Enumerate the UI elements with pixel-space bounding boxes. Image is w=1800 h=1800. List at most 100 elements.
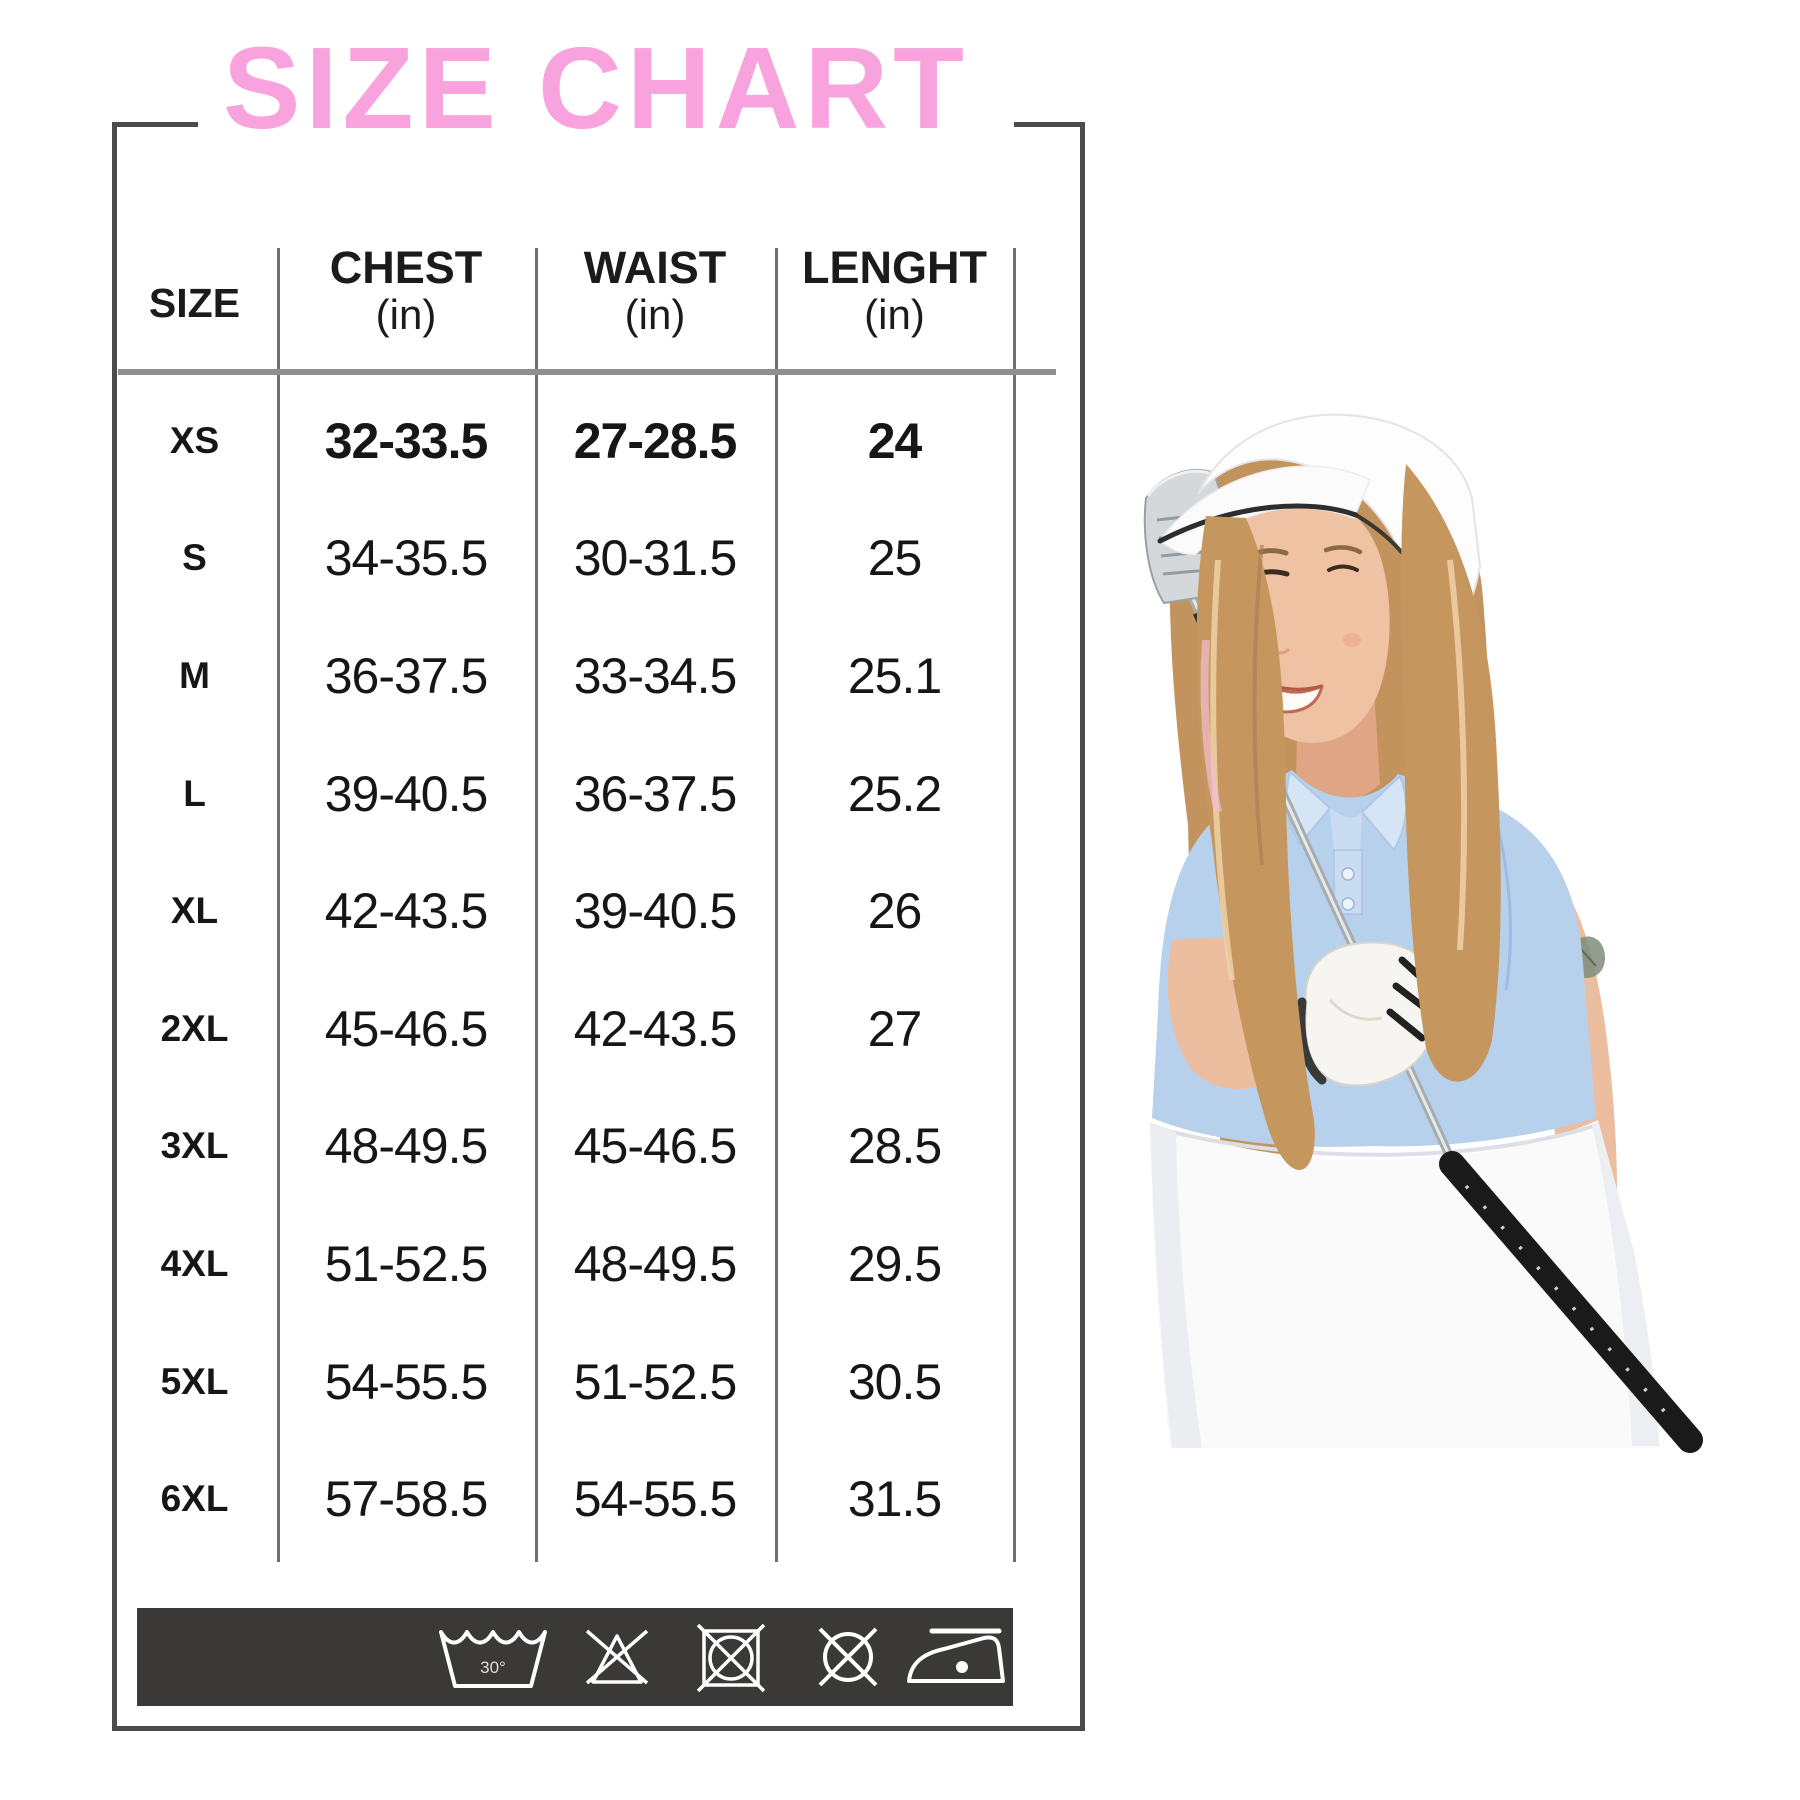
blush-right xyxy=(1343,633,1361,647)
header-chest-label: CHEST xyxy=(329,242,483,293)
header-waist: WAIST (in) xyxy=(535,238,775,370)
table-row: 4XL 51-52.5 48-49.5 29.5 xyxy=(112,1205,1014,1323)
wash-temp-label: 30° xyxy=(480,1658,506,1677)
chest-value: 48-49.5 xyxy=(324,1118,489,1175)
visor-brim-edge xyxy=(1157,503,1359,544)
header-waist-unit: (in) xyxy=(624,291,686,339)
collar-v xyxy=(1330,808,1362,852)
size-label: 6XL xyxy=(160,1478,229,1520)
column-separator xyxy=(277,248,280,1562)
table-row: 2XL 45-46.5 42-43.5 27 xyxy=(112,970,1014,1088)
length-value: 25 xyxy=(867,530,923,587)
header-chest-unit: (in) xyxy=(375,291,437,339)
do-not-tumble-dry-icon xyxy=(691,1618,771,1703)
size-label: 5XL xyxy=(160,1360,229,1402)
waist-value: 54-55.5 xyxy=(573,1471,738,1528)
page-title: SIZE CHART xyxy=(223,23,969,153)
column-separator xyxy=(535,248,538,1562)
chest-value: 42-43.5 xyxy=(324,883,489,940)
skirt-shade-right xyxy=(1592,1120,1659,1446)
waist-value: 33-34.5 xyxy=(573,647,738,704)
waist-value: 48-49.5 xyxy=(573,1235,738,1292)
length-value: 26 xyxy=(867,883,923,940)
size-label: 2XL xyxy=(160,1007,229,1049)
machine-wash-30-icon: 30° xyxy=(436,1622,552,1697)
table-row: S 34-35.5 30-31.5 25 xyxy=(112,500,1014,618)
length-value: 30.5 xyxy=(847,1353,942,1410)
waist-value: 36-37.5 xyxy=(573,765,738,822)
size-label: XL xyxy=(170,890,219,932)
woman-golfer-photo xyxy=(1143,413,1703,1453)
table-row: 5XL 54-55.5 51-52.5 30.5 xyxy=(112,1323,1014,1441)
eyebrow-right xyxy=(1323,545,1363,555)
length-value: 28.5 xyxy=(847,1118,942,1175)
table-row: XS 32-33.5 27-28.5 24 xyxy=(112,382,1014,500)
do-not-dry-clean-icon xyxy=(811,1620,885,1699)
length-value: 27 xyxy=(867,1000,923,1057)
waist-value: 45-46.5 xyxy=(573,1118,738,1175)
header-size-label: SIZE xyxy=(148,280,241,327)
length-value: 31.5 xyxy=(847,1471,942,1528)
chest-value: 57-58.5 xyxy=(324,1471,489,1528)
frame-border-top-left-dash xyxy=(112,122,198,127)
frame-border-top-right-dash xyxy=(1014,122,1085,127)
collar-right xyxy=(1360,774,1408,852)
size-label: 3XL xyxy=(160,1125,229,1167)
header-length-unit: (in) xyxy=(864,291,925,339)
chest-value: 39-40.5 xyxy=(324,765,489,822)
eye-right xyxy=(1327,564,1359,572)
length-value: 24 xyxy=(867,412,923,469)
skirt-waist-seam xyxy=(1155,1124,1595,1157)
size-label: S xyxy=(182,537,207,579)
chest-value: 34-35.5 xyxy=(324,530,489,587)
size-label: XS xyxy=(169,419,220,461)
header-length-label: LENGHT xyxy=(802,242,987,293)
glove-thumb-seam xyxy=(1328,998,1383,1021)
frame-border-bottom xyxy=(112,1726,1085,1731)
hair-highlight xyxy=(1447,559,1468,951)
table-row: XL 42-43.5 39-40.5 26 xyxy=(112,852,1014,970)
size-label: M xyxy=(179,654,210,696)
waist-value: 30-31.5 xyxy=(573,530,738,587)
size-table-body: XS 32-33.5 27-28.5 24 S 34-35.5 30-31.5 … xyxy=(112,382,1014,1558)
table-row: M 36-37.5 33-34.5 25.1 xyxy=(112,617,1014,735)
hair-shadow-strand xyxy=(1252,544,1264,866)
header-waist-label: WAIST xyxy=(583,242,727,293)
length-value: 29.5 xyxy=(847,1235,942,1292)
table-row: L 39-40.5 36-37.5 25.2 xyxy=(112,735,1014,853)
hair-front-left xyxy=(1196,516,1315,1170)
table-header-row: SIZE CHEST (in) WAIST (in) LENGHT (in) xyxy=(112,238,1014,370)
club-head-top-edge xyxy=(1146,469,1213,497)
chest-value: 54-55.5 xyxy=(324,1353,489,1410)
skirt-shade-left xyxy=(1150,1122,1202,1448)
waist-value: 51-52.5 xyxy=(573,1353,738,1410)
header-chest: CHEST (in) xyxy=(277,238,535,370)
hair-front-right xyxy=(1401,464,1501,1082)
chest-value: 45-46.5 xyxy=(324,1000,489,1057)
club-grip xyxy=(1439,1151,1703,1453)
tattoo-detail xyxy=(1579,947,1597,967)
chest-value: 36-37.5 xyxy=(324,647,489,704)
care-instructions-bar: 30° xyxy=(137,1608,1013,1706)
button xyxy=(1341,897,1355,911)
length-value: 25.1 xyxy=(847,647,942,704)
size-label: 4XL xyxy=(160,1242,229,1284)
waist-value: 42-43.5 xyxy=(573,1000,738,1057)
table-row: 3XL 48-49.5 45-46.5 28.5 xyxy=(112,1088,1014,1206)
hair-pink-streak xyxy=(1200,639,1222,813)
chest-value: 51-52.5 xyxy=(324,1235,489,1292)
header-underline xyxy=(118,369,1056,375)
size-label: L xyxy=(183,772,206,814)
waist-value: 27-28.5 xyxy=(573,412,738,469)
column-separator xyxy=(1013,248,1016,1562)
column-separator xyxy=(775,248,778,1562)
table-row: 6XL 57-58.5 54-55.5 31.5 xyxy=(112,1440,1014,1558)
button xyxy=(1341,867,1355,881)
header-length: LENGHT (in) xyxy=(775,238,1014,370)
iron-one-dot-icon xyxy=(902,1625,1008,1692)
waist-value: 39-40.5 xyxy=(573,883,738,940)
glove-wrist-trim xyxy=(1296,997,1327,1085)
header-size: SIZE xyxy=(112,238,277,370)
length-value: 25.2 xyxy=(847,765,942,822)
